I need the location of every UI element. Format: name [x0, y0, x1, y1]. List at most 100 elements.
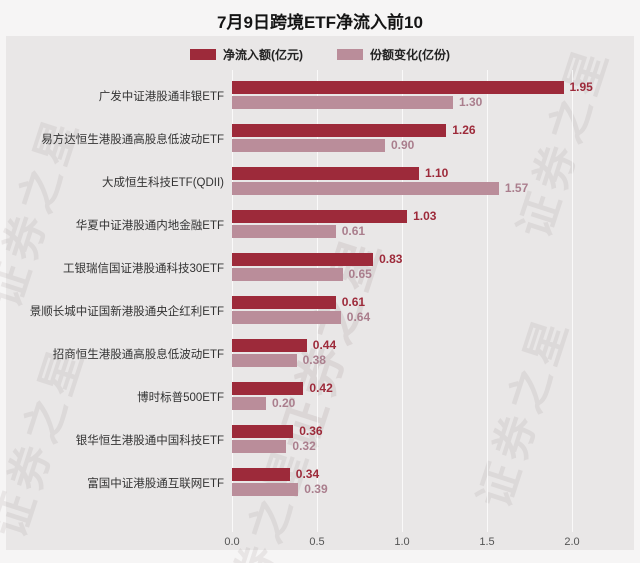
value-label: 1.10: [425, 166, 449, 180]
bar-group: 博时标普500ETF 0.42 0.20: [0, 375, 640, 418]
bar-pair: 0.42 0.20: [232, 382, 333, 410]
share-change-bar: [232, 182, 499, 195]
value-label: 0.64: [346, 310, 371, 324]
bar-pair: 1.95 1.30: [232, 81, 593, 109]
share-change-bar: [232, 483, 299, 496]
bar-line: 0.20: [232, 397, 333, 410]
net-inflow-bar: [232, 253, 374, 266]
bar-group: 富国中证港股通互联网ETF 0.34 0.39: [0, 461, 640, 504]
share-change-bar: [232, 311, 341, 324]
value-label: 0.42: [309, 381, 333, 395]
net-inflow-bar: [232, 81, 564, 94]
value-label: 1.03: [413, 209, 437, 223]
bar-pair: 1.10 1.57: [232, 167, 528, 195]
bar-line: 0.90: [232, 139, 476, 152]
x-tick-label: 0.0: [224, 536, 240, 548]
net-inflow-bar: [232, 339, 307, 352]
bar-pair: 0.36 0.32: [232, 425, 323, 453]
share-change-bar: [232, 397, 266, 410]
bar-pair: 1.03 0.61: [232, 210, 436, 238]
value-label: 0.20: [272, 396, 296, 410]
value-label: 0.36: [299, 424, 323, 438]
category-label: 工银瑞信国证港股通科技30ETF: [62, 262, 224, 275]
value-label: 0.65: [348, 267, 372, 281]
bar-line: 0.32: [232, 440, 323, 453]
category-label: 银华恒生港股通中国科技ETF: [75, 434, 224, 447]
bar-line: 1.30: [232, 96, 593, 109]
share-change-bar: [232, 96, 453, 109]
bar-pair: 0.83 0.65: [232, 253, 402, 281]
bar-pair: 1.26 0.90: [232, 124, 476, 152]
bar-line: 0.44: [232, 339, 336, 352]
value-label: 0.61: [341, 224, 366, 238]
plot-background: [6, 36, 634, 550]
legend: 净流入额(亿元) 份额变化(亿份): [0, 46, 640, 63]
legend-swatch: [190, 49, 216, 60]
category-label: 华夏中证港股通内地金融ETF: [75, 219, 224, 232]
value-label: 1.26: [452, 123, 476, 137]
value-label: 1.57: [504, 181, 529, 195]
net-inflow-bar: [232, 468, 290, 481]
chart-rows: 广发中证港股通非银ETF 1.95 1.30 易方达恒生港股通高股息低波动ETF 1.2…: [0, 74, 640, 504]
value-label: 0.90: [391, 138, 415, 152]
legend-label: 净流入额(亿元): [223, 48, 303, 62]
bar-pair: 0.34 0.39: [232, 468, 328, 496]
legend-item: 净流入额(亿元): [190, 46, 303, 63]
value-label: 0.44: [312, 338, 337, 352]
value-label: 0.39: [304, 482, 328, 496]
chart-title: 7月9日跨境ETF净流入前10: [217, 13, 423, 32]
x-tick-label: 1.0: [394, 536, 410, 548]
bar-group: 华夏中证港股通内地金融ETF 1.03 0.61: [0, 203, 640, 246]
net-inflow-bar: [232, 296, 336, 309]
category-label: 招商恒生港股通高股息低波动ETF: [52, 348, 224, 361]
share-change-bar: [232, 354, 297, 367]
category-label: 广发中证港股通非银ETF: [98, 90, 224, 103]
category-label: 景顺长城中证国新港股通央企红利ETF: [29, 305, 224, 318]
value-label: 0.83: [379, 252, 403, 266]
bar-group: 银华恒生港股通中国科技ETF 0.36 0.32: [0, 418, 640, 461]
bar-line: 0.38: [232, 354, 336, 367]
category-label: 大成恒生科技ETF(QDII): [101, 176, 224, 189]
value-label: 0.38: [302, 353, 326, 367]
bar-line: 0.65: [232, 268, 402, 281]
gridline: [572, 70, 573, 532]
x-tick-label: 0.5: [309, 536, 325, 548]
share-change-bar: [232, 225, 336, 238]
x-tick-label: 2.0: [564, 536, 580, 548]
net-inflow-bar: [232, 382, 304, 395]
value-label: 0.32: [292, 439, 316, 453]
value-label: 0.61: [341, 295, 366, 309]
bar-group: 广发中证港股通非银ETF 1.95 1.30: [0, 74, 640, 117]
bar-line: 0.61: [232, 225, 436, 238]
bar-pair: 0.44 0.38: [232, 339, 336, 367]
net-inflow-bar: [232, 210, 408, 223]
share-change-bar: [232, 440, 287, 453]
category-label: 博时标普500ETF: [137, 391, 224, 404]
category-label: 富国中证港股通互联网ETF: [87, 477, 224, 490]
bar-line: 1.03: [232, 210, 436, 223]
bar-line: 0.42: [232, 382, 333, 395]
gridline: [402, 70, 403, 532]
bar-group: 大成恒生科技ETF(QDII) 1.10 1.57: [0, 160, 640, 203]
bar-line: 0.61: [232, 296, 370, 309]
bar-line: 0.64: [232, 311, 370, 324]
legend-item: 份额变化(亿份): [337, 46, 450, 63]
bar-line: 0.34: [232, 468, 328, 481]
bar-line: 0.39: [232, 483, 328, 496]
value-label: 1.95: [569, 80, 593, 94]
value-label: 0.34: [295, 467, 320, 481]
bar-line: 1.57: [232, 182, 528, 195]
net-inflow-bar: [232, 167, 419, 180]
bar-group: 景顺长城中证国新港股通央企红利ETF 0.61 0.64: [0, 289, 640, 332]
bar-line: 0.36: [232, 425, 323, 438]
bar-group: 易方达恒生港股通高股息低波动ETF 1.26 0.90: [0, 117, 640, 160]
bar-pair: 0.61 0.64: [232, 296, 370, 324]
net-inflow-bar: [232, 124, 447, 137]
legend-label: 份额变化(亿份): [370, 48, 450, 62]
category-label: 易方达恒生港股通高股息低波动ETF: [41, 133, 224, 146]
x-tick-label: 1.5: [479, 536, 495, 548]
x-axis: 0.0 0.5 1.0 1.5 2.0: [0, 536, 640, 552]
bar-group: 招商恒生港股通高股息低波动ETF 0.44 0.38: [0, 332, 640, 375]
value-label: 1.30: [459, 95, 483, 109]
